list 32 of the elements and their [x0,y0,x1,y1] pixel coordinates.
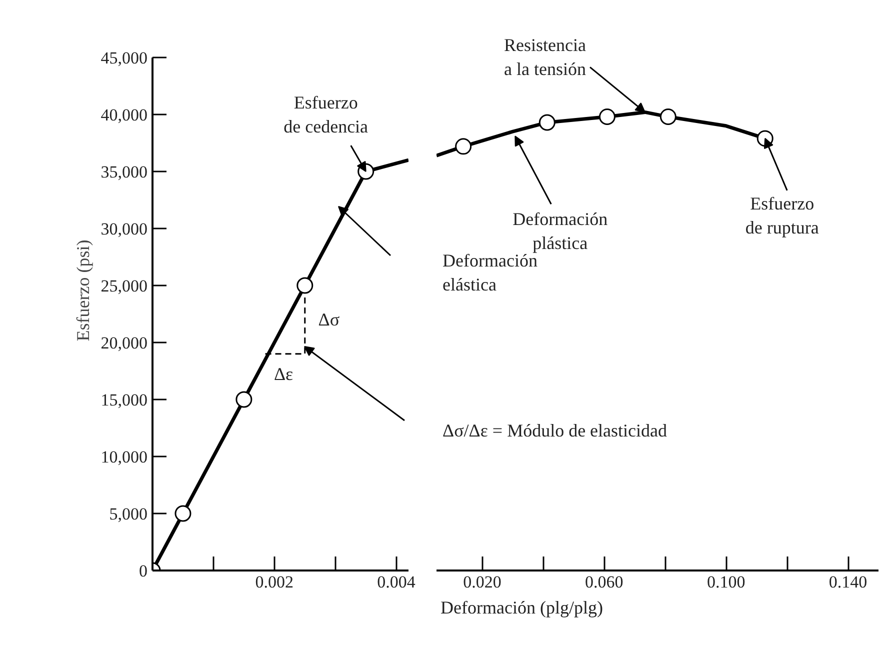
x-tick-label: 0.060 [585,572,624,592]
annotation: Esfuerzo de cedencia [284,92,368,136]
x-tick-label: 0.020 [463,572,502,592]
y-tick-label: 5,000 [109,504,148,524]
point [236,391,252,408]
point [296,277,314,294]
point [455,138,472,155]
y-tick-label: 10,000 [100,448,148,466]
annotation: Esfuerzo de ruptura [745,193,819,238]
y-tick-label: 20,000 [100,334,148,352]
x-tick-label: 0.140 [828,572,868,592]
annotation: Deformación plástica [512,209,608,254]
annotation: Δε [274,364,294,384]
y-tick-label: 35,000 [100,162,148,182]
y-tick-label: 40,000 [100,106,148,124]
y-tick-label: 0 [139,562,148,580]
y-tick-label: 25,000 [100,276,148,296]
point [660,108,676,126]
y-tick-label: 30,000 [100,220,148,238]
point [598,108,616,126]
x-tick-label: 0.100 [706,572,746,592]
annotation: Δσ [318,310,340,330]
y-tick-label: 15,000 [100,390,148,410]
point [538,114,556,131]
annotation: Resistencia a la tensión [504,35,586,80]
x-tick-label: 0.004 [377,572,416,592]
x-tick-label: 0.002 [255,572,294,592]
x-axis-title: Deformación (plg/plg) [440,598,603,618]
y-axis-title: Esfuerzo (psi) [72,240,93,342]
point [174,505,192,522]
annotation: Δσ/Δε = Módulo de elasticidad [442,420,668,440]
y-tick-label: 45,000 [100,48,148,68]
